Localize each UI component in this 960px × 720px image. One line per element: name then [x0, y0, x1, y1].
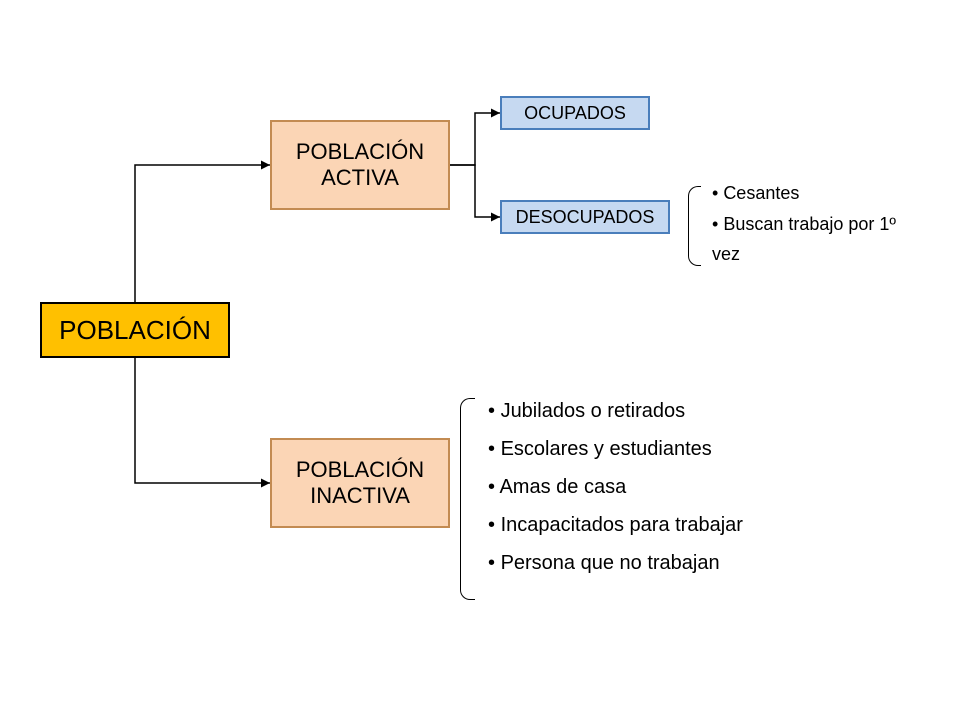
node-activa-line1: POBLACIÓN: [296, 139, 424, 165]
brace-inactiva: [460, 398, 475, 600]
node-poblacion: POBLACIÓN: [40, 302, 230, 358]
node-inactiva-line2: INACTIVA: [310, 483, 410, 509]
bullet-item: Escolares y estudiantes: [488, 430, 888, 468]
node-activa-line2: ACTIVA: [321, 165, 399, 191]
node-inactiva-line1: POBLACIÓN: [296, 457, 424, 483]
bullet-item: Buscan trabajo por 1º vez: [712, 209, 912, 270]
node-poblacion-label: POBLACIÓN: [59, 315, 211, 346]
node-ocupados: OCUPADOS: [500, 96, 650, 130]
node-desocupados-label: DESOCUPADOS: [516, 207, 655, 228]
node-desocupados: DESOCUPADOS: [500, 200, 670, 234]
bullet-item: Persona que no trabajan: [488, 544, 888, 582]
inactiva-bullets: Jubilados o retirados Escolares y estudi…: [488, 392, 888, 582]
brace-desocupados: [688, 186, 701, 266]
desocupados-bullets: Cesantes Buscan trabajo por 1º vez: [712, 178, 912, 270]
bullet-item: Jubilados o retirados: [488, 392, 888, 430]
node-ocupados-label: OCUPADOS: [524, 103, 626, 124]
bullet-item: Cesantes: [712, 178, 912, 209]
node-inactiva: POBLACIÓN INACTIVA: [270, 438, 450, 528]
bullet-item: Amas de casa: [488, 468, 888, 506]
connectors: [0, 0, 960, 720]
node-activa: POBLACIÓN ACTIVA: [270, 120, 450, 210]
bullet-item: Incapacitados para trabajar: [488, 506, 888, 544]
